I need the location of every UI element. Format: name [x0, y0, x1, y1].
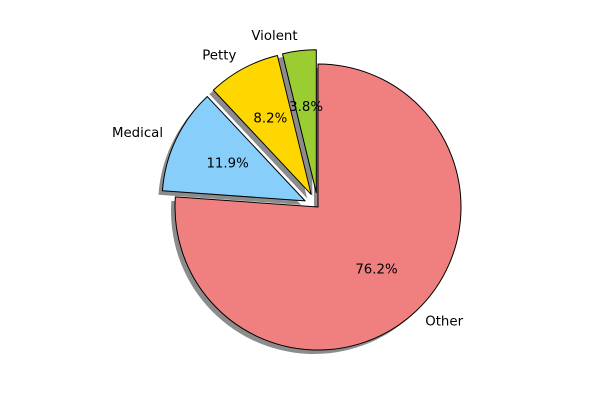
- slice-label-violent: Violent: [251, 29, 297, 44]
- slice-label-petty: Petty: [202, 49, 236, 64]
- slice-percent-medical: 11.9%: [206, 156, 248, 171]
- slice-other: [174, 63, 462, 351]
- slice-label-medical: Medical: [112, 126, 163, 141]
- slice-medical: [161, 96, 306, 202]
- slice-percent-other: 76.2%: [355, 262, 397, 277]
- slice-labels: 76.2% Other 11.9% Medical 8.2% Petty 3.8% Viole…: [112, 29, 464, 329]
- slice-wedges: [161, 49, 462, 351]
- slice-violent: [282, 49, 317, 194]
- slice-percent-violent: 3.8%: [289, 100, 323, 115]
- slice-petty: [212, 54, 312, 195]
- slice-percent-petty: 8.2%: [253, 111, 287, 126]
- slice-label-other: Other: [425, 315, 463, 330]
